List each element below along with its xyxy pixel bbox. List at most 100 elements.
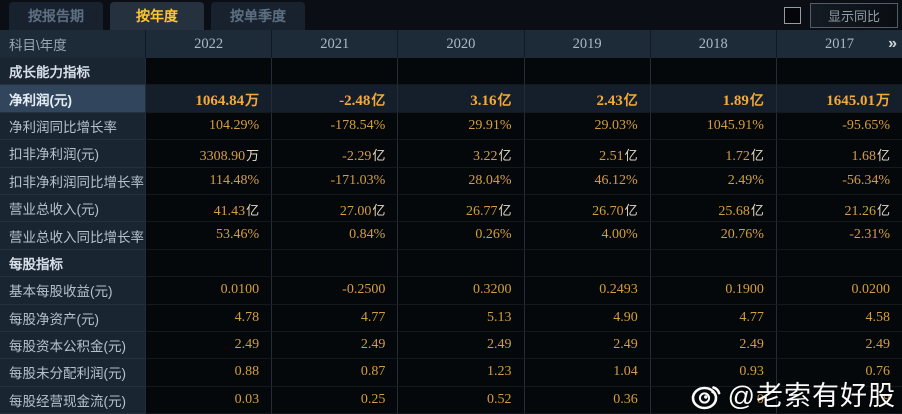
show-yoy-checkbox[interactable] [784, 6, 801, 24]
value-cell: 4.90 [523, 304, 650, 332]
period-tabbar: 按报告期 按年度 按单季度 显示同比 [0, 0, 902, 30]
value-cell: 46.12% [523, 167, 650, 195]
value-cell: 26.77 亿 [397, 194, 524, 223]
show-yoy-label[interactable]: 显示同比 [810, 2, 898, 28]
value-cell [775, 58, 902, 86]
value-cell: 104.29% [145, 112, 272, 141]
row-label: 基本每股收益(元) [0, 277, 145, 305]
value-cell: 20.76% [649, 222, 776, 250]
value-cell: 2.49 [775, 331, 902, 360]
table-row: 营业总收入(元) 41.43 亿 27.00 亿 26.77 亿 26.70 亿 25.68 亿 21… [0, 194, 902, 223]
value-cell: -0.2500 [271, 277, 398, 305]
value-cell: 0.52 [397, 386, 524, 414]
value-cell: 27.00 亿 [271, 194, 398, 223]
value-cell: 29.03% [523, 112, 650, 141]
value-cell: 25.68 亿 [649, 194, 776, 223]
value-cell: 0.36 [523, 386, 650, 414]
value-cell: 41.43 亿 [145, 194, 272, 223]
value-cell: -2.48 亿 [271, 85, 398, 113]
value-cell: -2.29 亿 [271, 140, 398, 168]
value-cell: 0.93 [649, 359, 776, 387]
value-cell: 21.26 亿 [775, 194, 902, 223]
table-header: 科目\年度 2022 2021 2020 2019 2018 2017» [0, 30, 902, 58]
row-label: 扣非净利润同比增长率 [0, 167, 145, 195]
value-cell: 1.72 亿 [649, 140, 776, 168]
value-cell [271, 249, 398, 278]
value-cell: -2.31% [775, 222, 902, 250]
value-cell: 2.49 [397, 331, 524, 360]
value-cell: 1064.84 万 [145, 85, 272, 113]
value-cell: 2.49 [145, 331, 272, 360]
table-row: 净利润(元) 1064.84 万 -2.48 亿 3.16 亿 2.43 亿 1.89 亿 1645.… [0, 85, 902, 113]
value-cell: 3308.90 万 [145, 140, 272, 168]
value-cell: 0.03 [145, 386, 272, 414]
value-cell: 0.26% [397, 222, 524, 250]
value-cell: 0.76 [775, 359, 902, 387]
value-cell: 1045.91% [649, 112, 776, 141]
value-cell: 4.78 [145, 304, 272, 332]
value-cell [397, 58, 524, 86]
value-cell: 28.04% [397, 167, 524, 195]
value-cell: 5.13 [397, 304, 524, 332]
value-cell: 3.16 亿 [397, 85, 524, 113]
tab-by-quarter[interactable]: 按单季度 [211, 2, 305, 30]
value-cell: 4.58 [775, 304, 902, 332]
value-cell: 1.23 [397, 359, 524, 387]
row-label: 每股未分配利润(元) [0, 359, 145, 387]
value-cell: 0.0200 [775, 277, 902, 305]
value-cell: 1645.01 万 [775, 85, 902, 113]
row-label: 每股净资产(元) [0, 304, 145, 332]
value-cell [649, 58, 776, 86]
value-cell: 2.51 亿 [523, 140, 650, 168]
corner-header-cell: 科目\年度 [9, 38, 67, 53]
row-label: 净利润同比增长率 [0, 112, 145, 141]
value-cell: 4.00% [523, 222, 650, 250]
value-cell: 2.49 [649, 331, 776, 360]
table-row: 营业总收入同比增长率 53.46% 0.84% 0.26% 4.00% 20.76% -2.… [0, 222, 902, 250]
value-cell: 0.25 [271, 386, 398, 414]
value-cell: 0.88 [145, 359, 272, 387]
value-cell [523, 249, 650, 278]
table-row: 每股未分配利润(元) 0.88 0.87 1.23 1.04 0.93 0.76 [0, 359, 902, 387]
value-cell: 0.3200 [397, 277, 524, 305]
financial-table-body: 成长能力指标 净利润(元) 1064.84 万 -2.48 亿 3.16 亿 2.43 亿 1.89… [0, 58, 902, 414]
more-years-icon[interactable]: » [888, 35, 898, 52]
value-cell [271, 58, 398, 86]
value-cell: 2.49 [271, 331, 398, 360]
value-cell: -178.54% [271, 112, 398, 141]
section-row: 每股指标 [0, 249, 902, 278]
value-cell [775, 249, 902, 278]
value-cell: 4.77 [649, 304, 776, 332]
tab-by-report-period[interactable]: 按报告期 [9, 2, 103, 30]
value-cell: 0.87 [271, 359, 398, 387]
value-cell: -171.03% [271, 167, 398, 195]
table-row: 每股经营现金流(元) 0.03 0.25 0.52 0.36 0 9 [0, 386, 902, 414]
value-cell: 0.0100 [145, 277, 272, 305]
value-cell: 114.48% [145, 167, 272, 195]
value-cell: 1.04 [523, 359, 650, 387]
row-label: 扣非净利润(元) [0, 140, 145, 168]
value-cell: 1.89 亿 [649, 85, 776, 113]
table-row: 净利润同比增长率 104.29% -178.54% 29.91% 29.03% 1045.… [0, 112, 902, 141]
value-cell: 53.46% [145, 222, 272, 250]
year-header-cell: 2020 [397, 30, 523, 58]
table-row: 每股资本公积金(元) 2.49 2.49 2.49 2.49 2.49 2.49 [0, 331, 902, 360]
value-cell: 3.22 亿 [397, 140, 524, 168]
table-row: 基本每股收益(元) 0.0100 -0.2500 0.3200 0.2493 0.1900… [0, 277, 902, 305]
value-cell: 2.49% [649, 167, 776, 195]
year-header-cell: 2018 [649, 30, 776, 58]
value-cell: 0.1900 [649, 277, 776, 305]
table-row: 扣非净利润同比增长率 114.48% -171.03% 28.04% 46.12% 2.4… [0, 167, 902, 195]
table-row: 扣非净利润(元) 3308.90 万 -2.29 亿 3.22 亿 2.51 亿 1.72 亿 1.6… [0, 140, 902, 168]
value-cell: 4.77 [271, 304, 398, 332]
section-row: 成长能力指标 [0, 58, 902, 86]
year-header-cell: 2017» [775, 30, 902, 58]
year-header-cell: 2019 [523, 30, 650, 58]
year-header-cell: 2021 [271, 30, 397, 58]
value-cell [145, 249, 272, 278]
row-label: 每股资本公积金(元) [0, 331, 145, 360]
value-cell [649, 249, 776, 278]
row-label: 营业总收入同比增长率 [0, 222, 145, 250]
tab-by-year[interactable]: 按年度 [110, 2, 204, 30]
value-cell: 0.84% [271, 222, 398, 250]
